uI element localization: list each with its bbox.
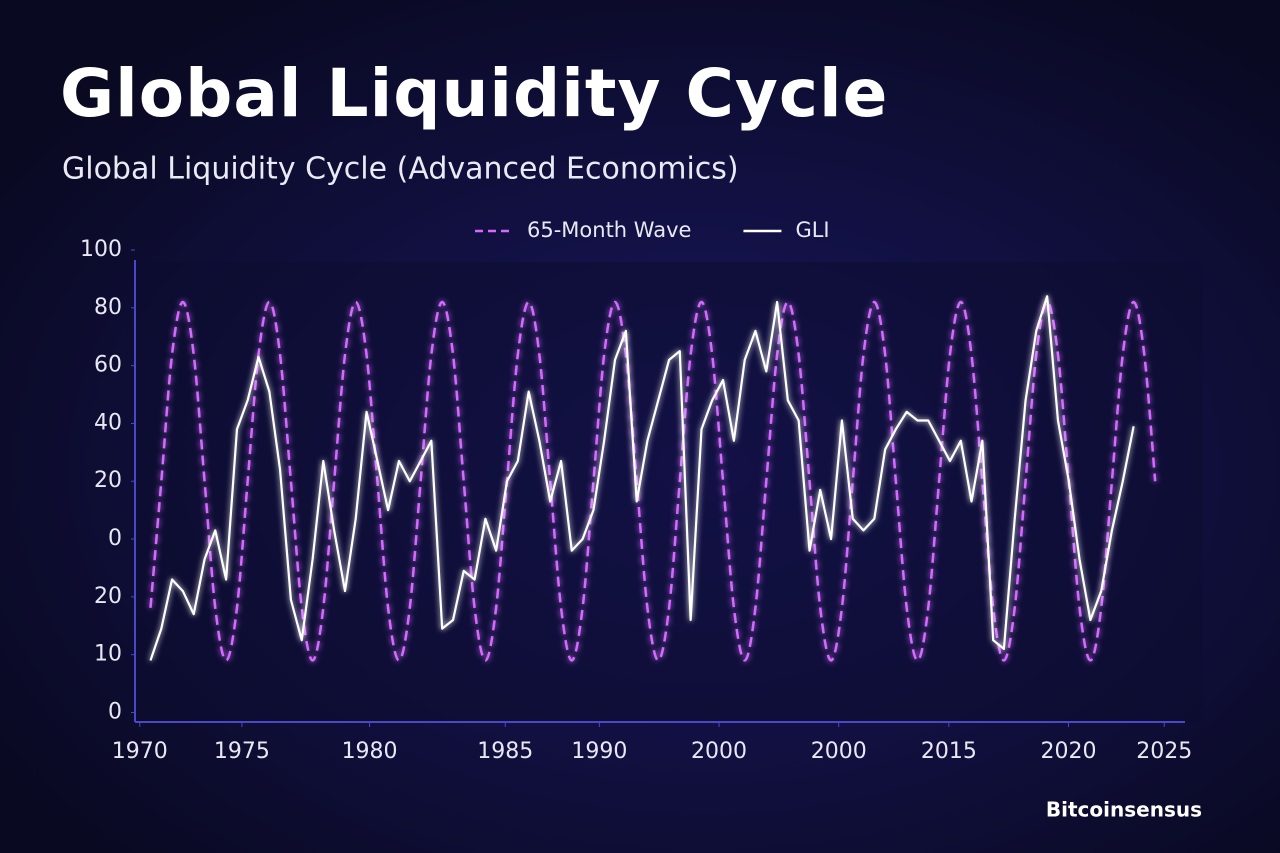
x-tick-label: 1975 (214, 739, 270, 764)
y-tick-label: 60 (94, 353, 122, 378)
legend-label: 65-Month Wave (527, 218, 691, 242)
x-tick-label: 1970 (112, 739, 168, 764)
chart-subtitle: Global Liquidity Cycle (Advanced Economi… (62, 152, 739, 187)
x-tick-label: 2015 (921, 739, 977, 764)
y-tick-label: 100 (80, 237, 122, 262)
chart-title: Global Liquidity Cycle (60, 55, 888, 132)
y-tick-label: 10 (94, 642, 122, 667)
x-tick-label: 2000 (811, 739, 867, 764)
watermark: Bitcoinsensus (1046, 798, 1202, 822)
x-tick-label: 1985 (477, 739, 533, 764)
y-tick-label: 20 (94, 468, 122, 493)
y-tick-label: 0 (108, 699, 122, 724)
x-tick-label: 2000 (691, 739, 747, 764)
series-line (149, 300, 1157, 662)
legend-label: GLI (795, 218, 829, 242)
y-tick-label: 20 (94, 584, 122, 609)
y-tick-label: 40 (94, 410, 122, 435)
x-tick-label: 1990 (571, 739, 627, 764)
plot-area (135, 262, 1203, 722)
x-tick-label: 1980 (342, 739, 398, 764)
series-line (149, 295, 1135, 661)
x-tick-label: 2025 (1136, 739, 1192, 764)
y-tick-label: 80 (94, 295, 122, 320)
y-tick-label: 0 (108, 526, 122, 551)
x-tick-label: 2020 (1041, 739, 1097, 764)
